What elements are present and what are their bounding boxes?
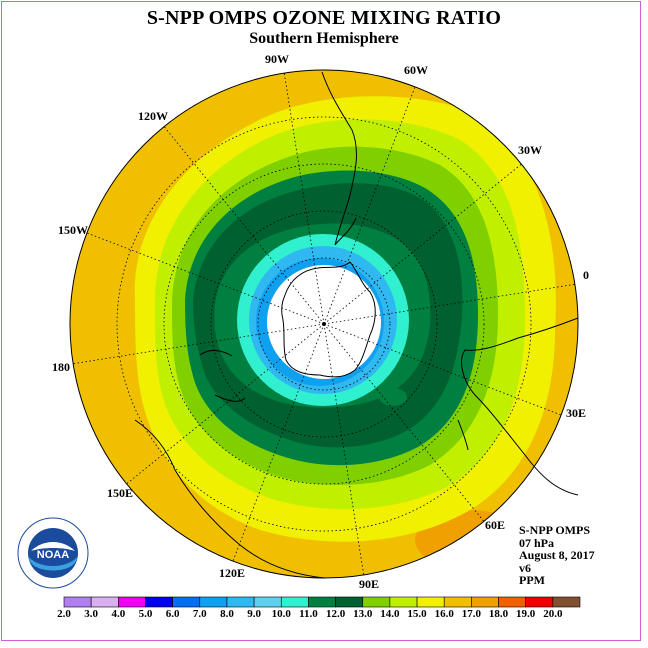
- lon-label-120e: 120E: [219, 566, 246, 580]
- colorbar-swatch: [552, 596, 581, 608]
- south-america-coast: [321, 71, 357, 246]
- lon-label-150w: 150W: [58, 223, 88, 237]
- colorbar-label: 2.0: [57, 608, 71, 620]
- colorbar-swatch: [172, 596, 201, 608]
- coastlines: [134, 71, 579, 579]
- lon-label-90e: 90E: [359, 577, 380, 591]
- colorbar-label: 10.0: [271, 608, 291, 620]
- colorbar-swatch: [443, 596, 472, 608]
- lon-label-120w: 120W: [138, 109, 168, 123]
- colorbar-swatch: [90, 596, 119, 608]
- colorbar-label: 9.0: [247, 608, 261, 620]
- lon-label-30w: 30W: [518, 143, 542, 157]
- colorbar-swatch: [471, 596, 499, 608]
- chart-title: S-NPP OMPS OZONE MIXING RATIO: [146, 7, 502, 29]
- colorbar-label: 14.0: [380, 608, 400, 620]
- info-version: v6: [519, 560, 531, 575]
- colorbar-swatch: [118, 596, 146, 608]
- lon-label-0: 0: [583, 268, 589, 282]
- colorbar: [63, 596, 581, 608]
- colorbar-swatch: [335, 596, 364, 608]
- colorbar-label: 12.0: [325, 608, 346, 620]
- figure-frame: [1, 1, 641, 641]
- noaa-logo: NOAA: [17, 517, 89, 589]
- colorbar-swatch: [389, 596, 418, 608]
- colorbar-swatch: [416, 596, 445, 608]
- colorbar-label: 7.0: [192, 608, 207, 620]
- lon-label-90w: 90W: [265, 52, 289, 66]
- colorbar-swatch: [199, 596, 228, 608]
- lon-label-60w: 60W: [404, 63, 428, 77]
- colorbar-label: 19.0: [516, 608, 536, 620]
- colorbar-label: 18.0: [488, 608, 509, 620]
- colorbar-swatch: [253, 596, 282, 608]
- colorbar-swatch: [498, 596, 526, 608]
- colorbar-swatch: [63, 596, 92, 608]
- info-units: PPM: [519, 573, 545, 588]
- colorbar-label: 11.0: [299, 608, 318, 620]
- info-date: August 8, 2017: [519, 548, 595, 563]
- map-border: [69, 69, 579, 579]
- lon-label-30e: 30E: [566, 406, 587, 420]
- info-instrument: S-NPP OMPS: [519, 523, 590, 537]
- colorbar-swatch: [525, 596, 554, 608]
- colorbar-swatch: [308, 596, 336, 608]
- colorbar-label: 3.0: [84, 608, 99, 620]
- info-block: S-NPP OMPS 07 hPa August 8, 2017 v6 PPM: [519, 524, 595, 587]
- info-level: 07 hPa: [519, 535, 555, 550]
- zone-green-patch: [379, 388, 407, 406]
- africa-coast: [461, 317, 579, 496]
- colorbar-label: 5.0: [138, 608, 153, 620]
- colorbar-swatch: [280, 596, 309, 608]
- colorbar-label: 20.0: [543, 608, 563, 620]
- south-pole-marker: [322, 322, 326, 326]
- australia-coast: [134, 419, 326, 579]
- colorbar-label: 17.0: [461, 608, 481, 620]
- graticule: [73, 73, 575, 575]
- colorbar-label: 16.0: [434, 608, 454, 620]
- colorbar-label: 8.0: [220, 608, 234, 620]
- antarctica-coast: [281, 261, 376, 378]
- noaa-logo-text: NOAA: [37, 549, 69, 561]
- colorbar-label: 15.0: [407, 608, 427, 620]
- colorbar-swatch: [362, 596, 391, 608]
- colorbar-label: 4.0: [111, 608, 126, 620]
- colorbar-swatch: [226, 596, 255, 608]
- colorbar-label: 13.0: [353, 608, 373, 620]
- lon-label-60e: 60E: [485, 518, 506, 532]
- new-zealand-coast: [199, 350, 246, 402]
- madagascar-coast: [457, 419, 469, 451]
- colorbar-label: 6.0: [165, 608, 180, 620]
- lon-label-150e: 150E: [107, 486, 134, 500]
- lon-label-180: 180: [52, 360, 70, 374]
- chart-subtitle: Southern Hemisphere: [249, 30, 399, 47]
- colorbar-swatch: [145, 596, 173, 608]
